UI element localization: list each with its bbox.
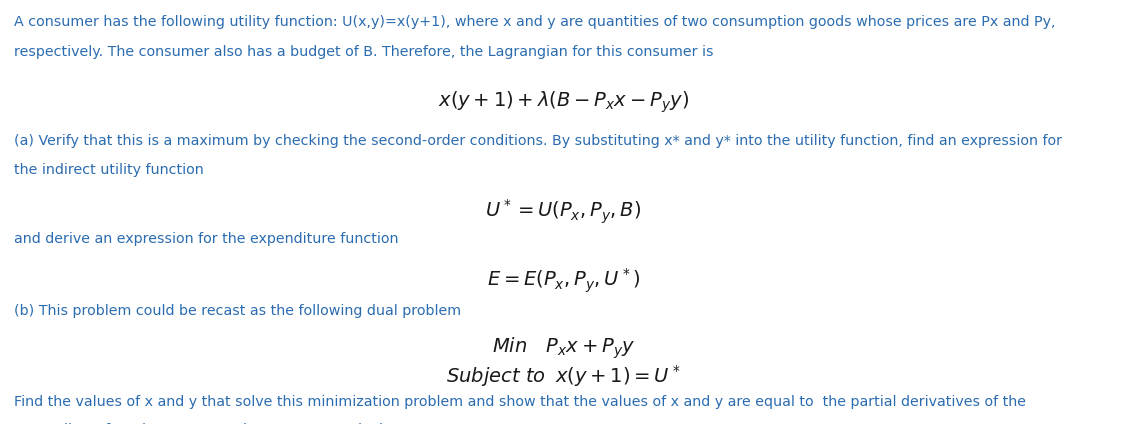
- Text: and derive an expression for the expenditure function: and derive an expression for the expendi…: [14, 232, 398, 246]
- Text: the indirect utility function: the indirect utility function: [14, 163, 203, 177]
- Text: $\mathit{Subject\ to}\;\; x(y+1) = U^*$: $\mathit{Subject\ to}\;\; x(y+1) = U^*$: [446, 363, 681, 389]
- Text: (a) Verify that this is a maximum by checking the second-order conditions. By su: (a) Verify that this is a maximum by che…: [14, 134, 1062, 148]
- Text: $E = E(P_x, P_y, U^*)$: $E = E(P_x, P_y, U^*)$: [487, 266, 640, 295]
- Text: $\mathit{Min}\quad P_x x + P_y y$: $\mathit{Min}\quad P_x x + P_y y$: [491, 336, 636, 361]
- Text: $U^* = U(P_x, P_y, B)$: $U^* = U(P_x, P_y, B)$: [486, 197, 641, 226]
- Text: A consumer has the following utility function: U(x,y)=x(y+1), where x and y are : A consumer has the following utility fun…: [14, 15, 1055, 29]
- Text: respectively. The consumer also has a budget of B. Therefore, the Lagrangian for: respectively. The consumer also has a bu…: [14, 45, 713, 59]
- Text: expenditure function, $\partial E/\partial P_x$ and $\partial E/\partial P_y$, r: expenditure function, $\partial E/\parti…: [14, 422, 396, 424]
- Text: $x(y + 1) + \lambda(B - P_x x - P_y y)$: $x(y + 1) + \lambda(B - P_x x - P_y y)$: [438, 89, 689, 114]
- Text: Find the values of x and y that solve this minimization problem and show that th: Find the values of x and y that solve th…: [14, 395, 1026, 409]
- Text: (b) This problem could be recast as the following dual problem: (b) This problem could be recast as the …: [14, 304, 461, 318]
